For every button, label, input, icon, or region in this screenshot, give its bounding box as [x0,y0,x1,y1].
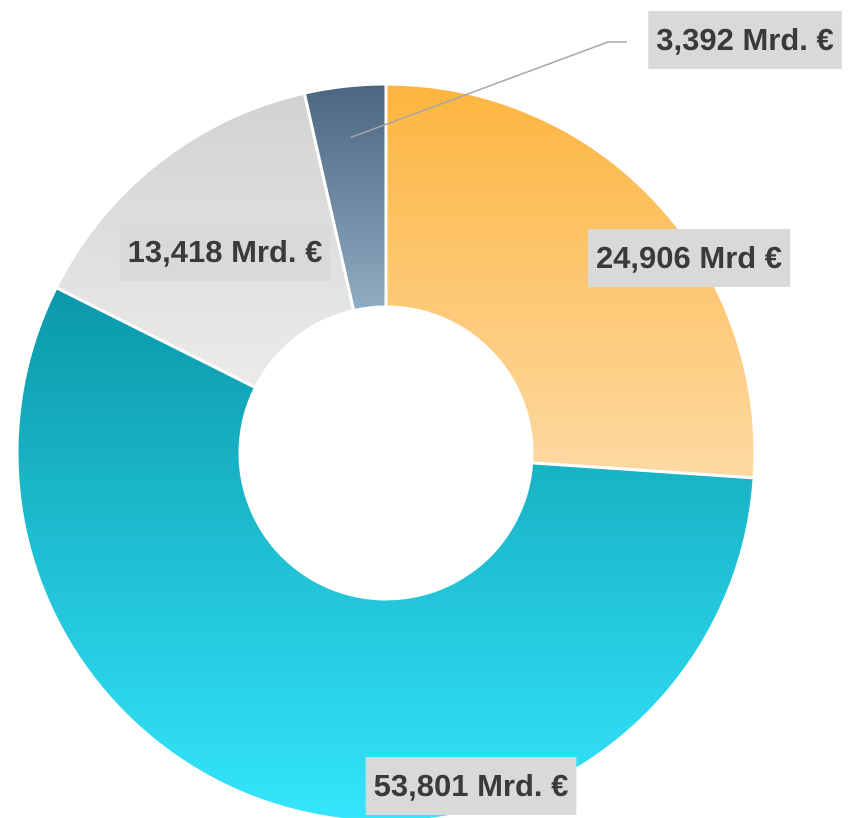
label-box [119,223,331,281]
donut-slice [302,82,388,313]
label-box [365,757,577,815]
data-label: 24,906 Mrd € [596,240,782,275]
data-label: 3,392 Mrd. € [656,22,833,57]
labels: 24,906 Mrd € 53,801 Mrd. € 13,418 Mrd. € 3,… [119,11,842,815]
label-box [648,11,842,69]
leader-line [350,41,627,139]
data-label: 13,418 Mrd. € [128,234,323,269]
label-box [587,229,791,287]
donut-slice [384,82,757,480]
slices [15,82,757,818]
data-label: 53,801 Mrd. € [374,768,569,803]
